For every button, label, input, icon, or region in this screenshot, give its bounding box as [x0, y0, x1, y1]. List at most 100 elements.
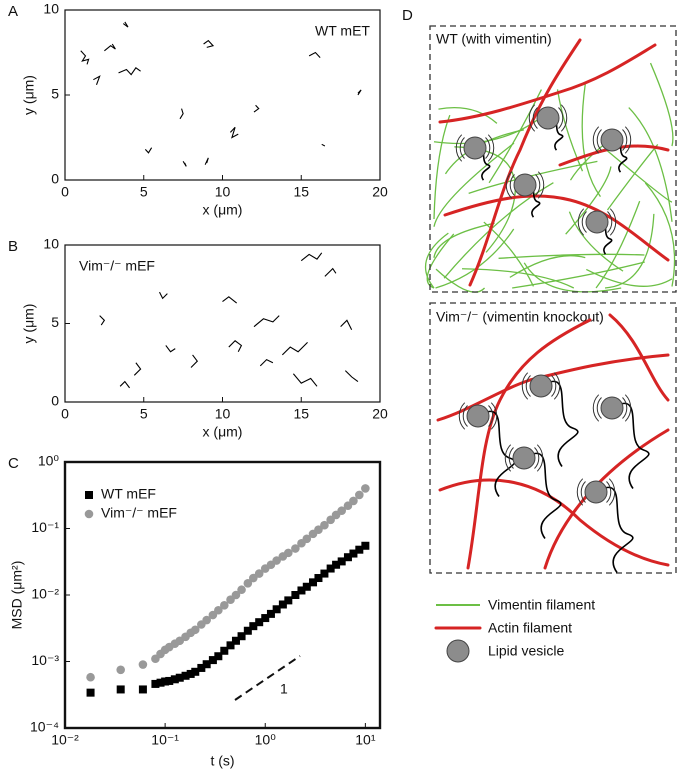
vesicle: [584, 480, 608, 504]
track: [203, 39, 215, 48]
vimentin: [433, 119, 538, 145]
point: [284, 548, 293, 558]
track: [204, 157, 209, 165]
jiggle: [581, 211, 587, 233]
point: [314, 525, 323, 534]
point: [181, 671, 190, 680]
track: [340, 319, 353, 331]
point: [255, 618, 264, 627]
point: [326, 564, 335, 573]
point: [231, 590, 241, 600]
jiggle: [580, 481, 586, 503]
panel-label: B: [8, 238, 18, 255]
jiggle: [505, 171, 513, 199]
point: [202, 660, 211, 669]
jiggle: [488, 405, 494, 427]
jiggle: [606, 481, 612, 503]
point: [343, 553, 352, 562]
actin: [608, 313, 670, 402]
annotation: Vim⁻/⁻ mEF: [79, 258, 155, 274]
point: [86, 688, 95, 697]
point: [355, 490, 364, 500]
point: [175, 673, 184, 682]
legend-marker: [85, 491, 93, 499]
point: [361, 541, 370, 550]
vimentin: [512, 261, 645, 289]
panel-label: A: [8, 3, 18, 20]
jiggle: [525, 375, 531, 397]
wt-box: [429, 25, 677, 293]
y-tick-label: 10: [43, 1, 59, 17]
point: [208, 656, 217, 665]
y-axis-label: MSD (μm²): [9, 561, 25, 630]
box-title: Vim⁻/⁻ (vimentin knockout): [436, 309, 604, 325]
track: [119, 380, 131, 389]
jiggle: [609, 208, 617, 236]
track: [104, 43, 116, 52]
point: [191, 667, 200, 676]
vimentin: [433, 114, 451, 219]
jiggle: [532, 107, 538, 129]
point: [291, 591, 300, 599]
jiggle: [596, 129, 602, 151]
trajectory: [595, 486, 634, 573]
jiggle: [622, 129, 628, 151]
point: [320, 520, 329, 530]
vimentin: [595, 200, 641, 289]
actin: [438, 43, 657, 124]
slope-label: 1: [280, 681, 288, 697]
track: [300, 252, 323, 262]
jiggle: [624, 126, 632, 154]
point: [272, 556, 281, 565]
point: [349, 549, 358, 558]
point: [138, 660, 148, 669]
track: [93, 75, 101, 85]
jiggle: [459, 137, 465, 159]
track: [222, 296, 238, 304]
track: [253, 104, 260, 113]
x-tick-label: 15: [293, 184, 309, 200]
jiggle: [551, 375, 557, 397]
point: [249, 573, 258, 583]
track: [165, 345, 176, 353]
track: [118, 67, 141, 76]
track: [99, 315, 106, 326]
vimentin: [485, 176, 516, 253]
point: [197, 663, 206, 672]
point: [355, 545, 364, 554]
y-tick-label: 0: [51, 171, 59, 187]
point: [243, 578, 253, 588]
jiggle: [509, 174, 515, 196]
annotation: WT mET: [315, 23, 370, 39]
x-tick-label: 10: [215, 184, 231, 200]
x-tick-label: 10⁻²: [51, 732, 79, 748]
legend-label: Vim⁻/⁻ mEF: [101, 505, 177, 521]
x-axis-label: t (s): [210, 753, 234, 769]
actin-ko: [436, 313, 670, 570]
jiggle: [534, 447, 540, 469]
point: [361, 484, 370, 493]
jiggle: [535, 174, 541, 196]
panel-label: D: [402, 7, 413, 24]
point: [302, 582, 311, 591]
legend-label: Lipid vesicle: [488, 643, 564, 659]
point: [214, 652, 223, 661]
vimentin: [435, 268, 486, 293]
point: [170, 675, 179, 684]
vesicle: [463, 136, 487, 160]
point: [165, 676, 174, 685]
vimentin: [568, 211, 624, 272]
vimentin: [604, 213, 655, 289]
trajectory: [540, 380, 579, 467]
track: [292, 373, 318, 387]
vimentin: [438, 106, 498, 124]
vimentin-network: [425, 62, 676, 293]
x-tick-label: 10¹: [355, 732, 376, 748]
y-tick-label: 10⁰: [38, 453, 60, 469]
x-tick-label: 0: [61, 184, 69, 200]
jiggle: [504, 444, 512, 472]
y-tick-label: 10⁻³: [31, 652, 59, 668]
vesicles: [455, 104, 650, 573]
jiggle: [592, 126, 600, 154]
